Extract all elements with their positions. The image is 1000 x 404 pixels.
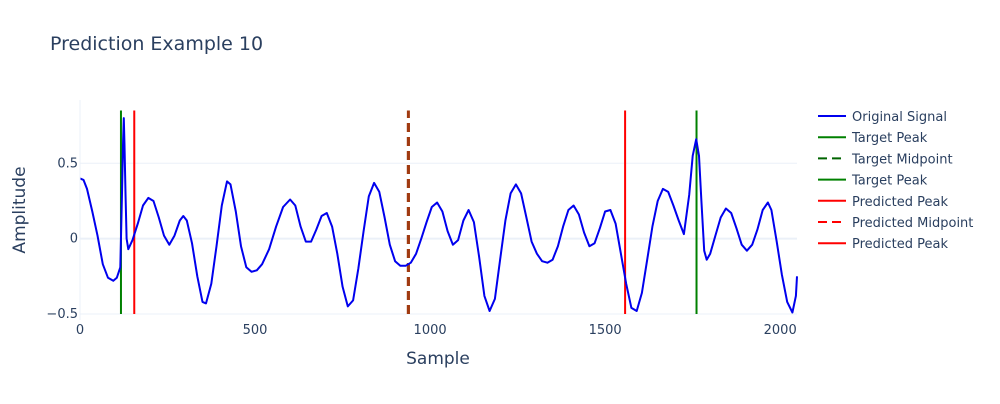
y-tick-label: −0.5 bbox=[46, 307, 78, 322]
x-tick-label: 0 bbox=[76, 323, 84, 338]
y-axis-label: Amplitude bbox=[10, 166, 30, 253]
signal-series-line-0 bbox=[79, 117, 798, 314]
x-axis-label: Sample bbox=[406, 349, 470, 369]
marker-lines-layer bbox=[119, 110, 698, 314]
legend-item-1[interactable]: Target Peak bbox=[818, 131, 928, 146]
chart-title: Prediction Example 10 bbox=[50, 33, 263, 55]
x-tick-label: 2000 bbox=[764, 323, 797, 338]
legend-item-3[interactable]: Target Peak bbox=[818, 174, 928, 189]
legend-item-0[interactable]: Original Signal bbox=[818, 110, 947, 125]
legend-label: Target Peak bbox=[851, 131, 928, 146]
legend-label: Predicted Peak bbox=[852, 195, 948, 210]
legend-item-2[interactable]: Target Midpoint bbox=[818, 152, 953, 167]
x-tick-label: 1000 bbox=[414, 323, 447, 338]
legend-label: Predicted Peak bbox=[852, 237, 948, 252]
series-layer bbox=[79, 117, 798, 314]
legend-item-6[interactable]: Predicted Peak bbox=[818, 237, 948, 252]
legend-label: Original Signal bbox=[852, 110, 947, 125]
legend[interactable]: Original Signal Target Peak Target Midpoin… bbox=[818, 110, 973, 252]
legend-label: Target Midpoint bbox=[851, 152, 953, 167]
y-tick-label: 0.5 bbox=[57, 156, 78, 171]
legend-item-5[interactable]: Predicted Midpoint bbox=[818, 216, 973, 231]
legend-label: Predicted Midpoint bbox=[852, 216, 973, 231]
x-tick-label: 1500 bbox=[589, 323, 622, 338]
legend-item-4[interactable]: Predicted Peak bbox=[818, 195, 948, 210]
x-tick-label: 500 bbox=[243, 323, 268, 338]
y-tick-label: 0 bbox=[70, 232, 78, 247]
grid-layer bbox=[80, 162, 797, 315]
axis-layer: 0 500 1000 1500 2000−0.500.5 bbox=[46, 100, 797, 338]
legend-label: Target Peak bbox=[851, 174, 928, 189]
